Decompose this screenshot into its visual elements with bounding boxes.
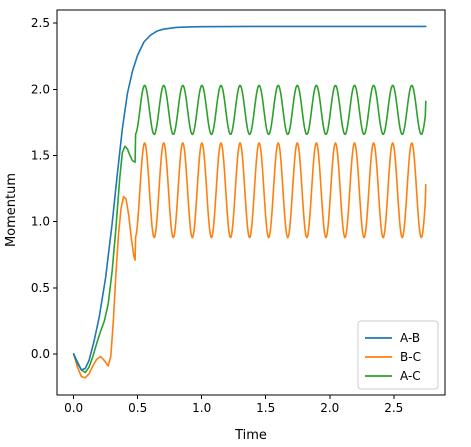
plot-frame bbox=[56, 9, 446, 396]
x-tick-label: 2.0 bbox=[320, 401, 339, 415]
legend-box bbox=[357, 320, 439, 390]
series-layer bbox=[72, 25, 427, 379]
x-tick-label: 0.0 bbox=[64, 401, 83, 415]
series-line-a-c bbox=[72, 84, 427, 374]
legend-items: A-B B-C A-C bbox=[365, 331, 421, 383]
legend-label-a-b: A-B bbox=[400, 331, 420, 345]
x-tick-label: 2.5 bbox=[384, 401, 403, 415]
y-tick-label: 2.0 bbox=[31, 82, 50, 96]
legend-label-b-c: B-C bbox=[400, 350, 421, 364]
x-tick-label: 1.0 bbox=[192, 401, 211, 415]
x-axis-label: Time bbox=[234, 428, 267, 443]
series-line-b-c bbox=[72, 142, 427, 379]
y-tick-label: 0.5 bbox=[31, 281, 50, 295]
y-tick-label: 1.0 bbox=[31, 215, 50, 229]
x-axis-ticks: 0.0 0.5 1.0 1.5 2.0 2.5 bbox=[64, 395, 403, 415]
series-line-a-b bbox=[72, 25, 427, 371]
x-tick-label: 0.5 bbox=[128, 401, 147, 415]
y-tick-label: 2.5 bbox=[31, 16, 50, 30]
legend-label-a-c: A-C bbox=[400, 369, 421, 383]
legend: A-B B-C A-C bbox=[357, 320, 439, 390]
y-tick-label: 1.5 bbox=[31, 149, 50, 163]
x-tick-label: 1.5 bbox=[256, 401, 275, 415]
plot-area bbox=[56, 9, 446, 396]
y-axis-ticks: 0.0 0.5 1.0 1.5 2.0 2.5 bbox=[31, 16, 57, 361]
y-axis-label: Momentum bbox=[4, 173, 19, 247]
y-tick-label: 0.0 bbox=[31, 347, 50, 361]
